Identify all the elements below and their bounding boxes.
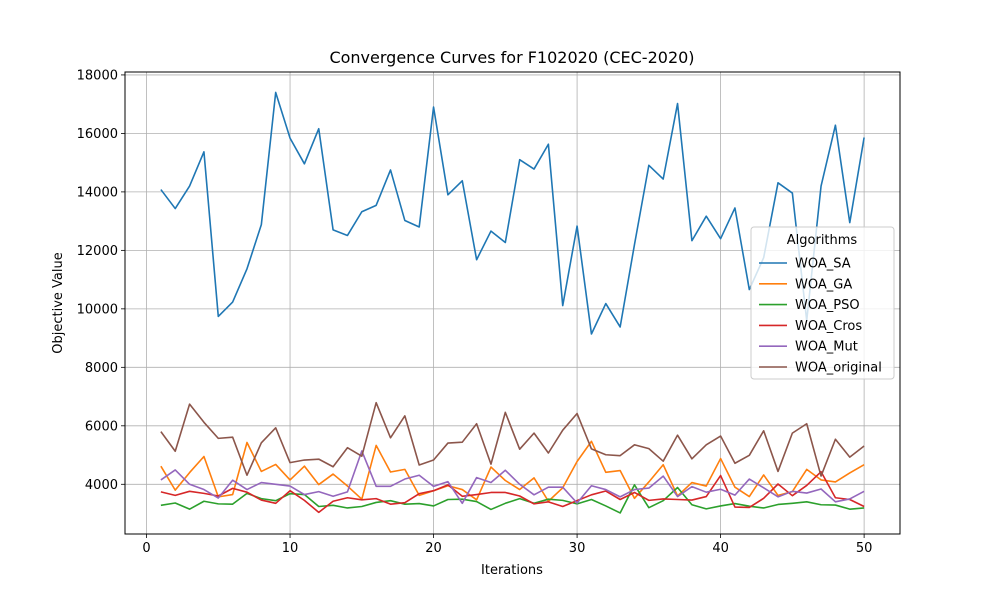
x-tick-label: 40 — [712, 541, 729, 556]
legend-title: Algorithms — [787, 233, 858, 248]
series-line-woa-mut — [160, 450, 865, 505]
x-axis-ticks: 0 10 20 30 40 50 — [142, 534, 872, 556]
x-tick-label: 10 — [282, 541, 299, 556]
x-tick-label: 50 — [856, 541, 873, 556]
legend-label-woa-ga: WOA_GA — [795, 277, 852, 292]
x-tick-label: 0 — [142, 541, 150, 556]
legend-box — [750, 226, 895, 380]
series-line-woa-cros — [160, 470, 865, 514]
y-tick-label: 18000 — [77, 68, 118, 83]
legend-label-woa-sa: WOA_SA — [795, 257, 851, 272]
y-tick-label: 16000 — [77, 127, 118, 142]
legend-label-woa-original: WOA_original — [795, 361, 882, 376]
chart-title: Convergence Curves for F102020 (CEC-2020… — [329, 48, 694, 67]
series-line-woa-sa — [160, 91, 865, 335]
y-axis-ticks: 4000 6000 8000 10000 12000 14000 16000 18000 — [77, 68, 125, 493]
series-lines — [160, 91, 865, 514]
plot-frame — [124, 71, 901, 535]
legend: Algorithms WOA_SAWOA_GAWOA_PSOWOA_CrosWO… — [750, 226, 895, 380]
y-tick-label: 8000 — [85, 361, 118, 376]
legend-label-woa-pso: WOA_PSO — [795, 298, 860, 313]
y-tick-label: 6000 — [85, 419, 118, 434]
y-tick-label: 4000 — [85, 478, 118, 493]
y-axis-label: Objective Value — [51, 252, 66, 353]
legend-items: WOA_SA WOA_GA WOA_PSO WOA_Cros WOA_Mut WOA_or… — [759, 257, 882, 376]
x-tick-label: 20 — [425, 541, 442, 556]
legend-label-woa-cros: WOA_Cros — [795, 319, 862, 334]
y-tick-label: 12000 — [77, 244, 118, 259]
series-line-woa-original — [160, 401, 865, 477]
series-line-woa-pso — [160, 484, 865, 514]
series-line-woa-ga — [160, 440, 865, 503]
y-tick-label: 10000 — [77, 302, 118, 317]
x-axis-label: Iterations — [481, 563, 543, 578]
legend-label-woa-mut: WOA_Mut — [795, 340, 858, 355]
x-tick-label: 30 — [569, 541, 586, 556]
y-tick-label: 14000 — [77, 185, 118, 200]
